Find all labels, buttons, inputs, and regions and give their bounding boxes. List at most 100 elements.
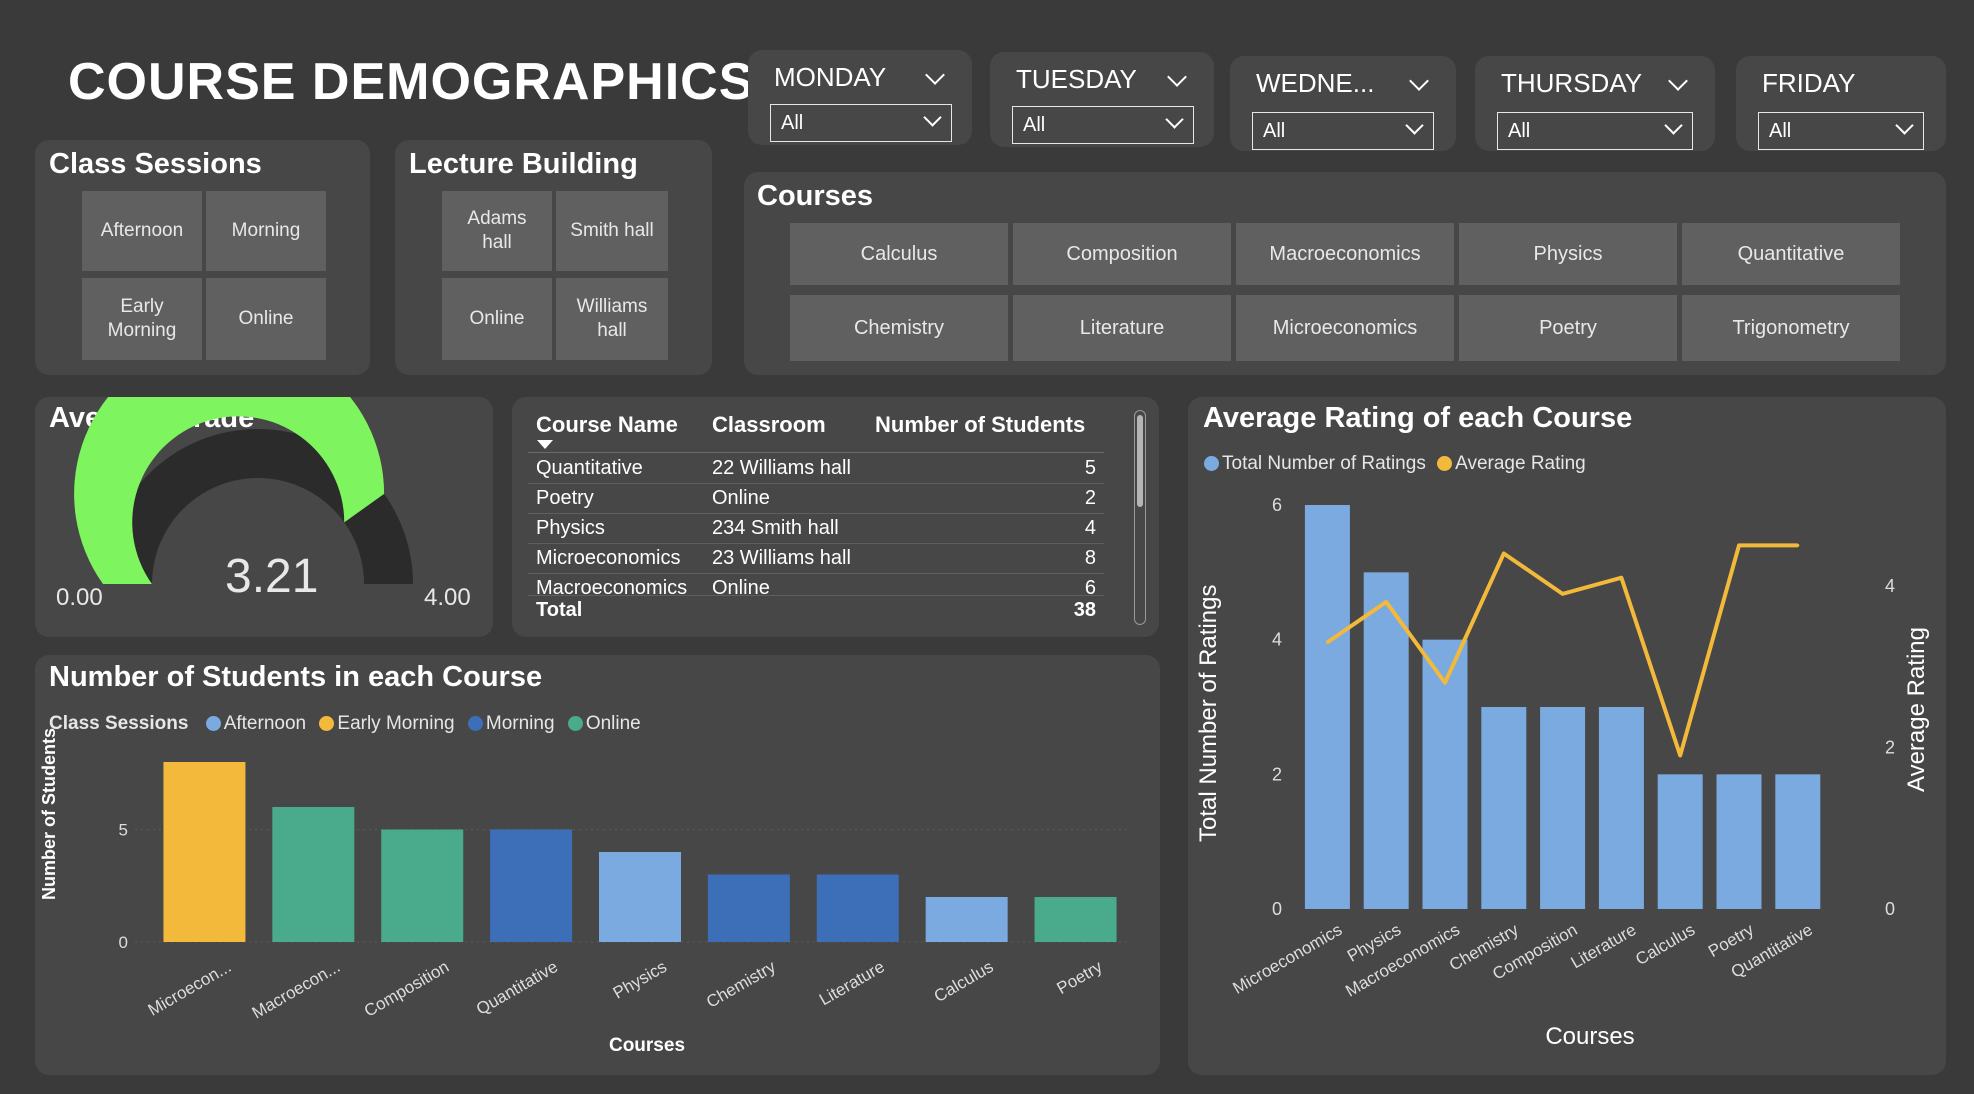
rating-point <box>1738 544 1741 547</box>
gauge-max-label: 4.00 <box>424 584 471 612</box>
chevron-down-icon <box>1664 116 1682 134</box>
rating-chart-card: Average Rating of each Course Total Numb… <box>1188 397 1946 1075</box>
course-tile-physics[interactable]: Physics <box>1459 223 1677 285</box>
rating-point <box>1444 681 1447 684</box>
column-header-course-name[interactable]: Course Name <box>536 412 678 438</box>
cell-students: 4 <box>1085 517 1096 540</box>
table-row[interactable]: Macroeconomics Online 6 <box>528 574 1104 596</box>
cell-course: Quantitative <box>536 457 643 480</box>
building-tile-smith-hall[interactable]: Smith hall <box>556 191 668 271</box>
slicer-friday[interactable]: FRIDAY All <box>1736 56 1946 151</box>
column-header-number-of-students[interactable]: Number of Students <box>875 412 1085 438</box>
rating-point <box>1796 544 1799 547</box>
course-tile-poetry[interactable]: Poetry <box>1459 295 1677 361</box>
cell-course: Poetry <box>536 487 594 510</box>
cell-students: 2 <box>1085 487 1096 510</box>
course-tile-macroeconomics[interactable]: Macroeconomics <box>1236 223 1454 285</box>
class-sessions-slicer: Class Sessions Afternoon Morning Early M… <box>35 140 370 375</box>
slicer-wednesday-dropdown[interactable]: All <box>1252 112 1434 150</box>
table-row[interactable]: Quantitative 22 Williams hall 5 <box>528 454 1104 484</box>
column-header-classroom[interactable]: Classroom <box>712 412 826 438</box>
bar <box>381 830 463 943</box>
x-tick-label: Microecon... <box>145 957 235 1020</box>
session-tile-morning[interactable]: Morning <box>206 191 326 271</box>
gauge-min-label: 0.00 <box>56 584 103 612</box>
course-tile-quantitative[interactable]: Quantitative <box>1682 223 1900 285</box>
x-axis-title: Courses <box>1545 1023 1634 1050</box>
table-row[interactable]: Poetry Online 2 <box>528 484 1104 514</box>
session-tile-early-morning[interactable]: Early Morning <box>82 278 202 360</box>
dropdown-value: All <box>1263 120 1285 143</box>
dropdown-value: All <box>1769 120 1791 143</box>
bar <box>1305 505 1350 909</box>
cell-course: Microeconomics <box>536 547 680 570</box>
table-row[interactable]: Microeconomics 23 Williams hall 8 <box>528 544 1104 574</box>
session-tile-online[interactable]: Online <box>206 278 326 360</box>
chevron-down-icon[interactable] <box>925 65 945 85</box>
cell-course: Macroeconomics <box>536 577 687 596</box>
chevron-down-icon <box>1405 116 1423 134</box>
bar <box>272 807 354 942</box>
course-tile-calculus[interactable]: Calculus <box>790 223 1008 285</box>
cell-classroom: Online <box>712 577 770 596</box>
slicer-tuesday[interactable]: TUESDAY All <box>990 52 1214 147</box>
slicer-tuesday-label: TUESDAY <box>1016 64 1137 95</box>
x-tick-label: Physics <box>610 957 670 1003</box>
course-tile-literature[interactable]: Literature <box>1013 295 1231 361</box>
y-axis-title: Total Number of Ratings <box>1195 585 1222 842</box>
session-tile-afternoon[interactable]: Afternoon <box>82 191 202 271</box>
y-axis-title: Number of Students <box>39 728 59 900</box>
course-tile-microeconomics[interactable]: Microeconomics <box>1236 295 1454 361</box>
x-tick-label: Macroecon... <box>249 957 344 1023</box>
lecture-building-title: Lecture Building <box>409 148 638 181</box>
page-title: COURSE DEMOGRAPHICS <box>68 52 754 112</box>
bar <box>1658 774 1703 909</box>
bar <box>926 897 1008 942</box>
x-tick-label: Calculus <box>931 957 997 1006</box>
slicer-thursday[interactable]: THURSDAY All <box>1475 56 1715 151</box>
sort-desc-icon[interactable] <box>537 440 553 449</box>
rating-point <box>1385 600 1388 603</box>
x-tick-label: Literature <box>816 957 888 1009</box>
x-tick-label: Calculus <box>1632 920 1698 969</box>
slicer-thursday-dropdown[interactable]: All <box>1497 112 1693 150</box>
y-tick-label: 0 <box>119 933 128 952</box>
average-grade-card: Average Grade 3.21 0.00 4.00 <box>35 397 493 637</box>
chevron-down-icon[interactable] <box>1668 71 1688 91</box>
chevron-down-icon <box>923 108 941 126</box>
y-tick-label: 0 <box>1272 899 1282 919</box>
slicer-monday-dropdown[interactable]: All <box>770 104 952 142</box>
building-tile-adams-hall[interactable]: Adams hall <box>442 191 552 271</box>
chevron-down-icon[interactable] <box>1409 71 1429 91</box>
course-tile-composition[interactable]: Composition <box>1013 223 1231 285</box>
y2-tick-label: 4 <box>1885 576 1895 596</box>
course-tile-chemistry[interactable]: Chemistry <box>790 295 1008 361</box>
slicer-thursday-label: THURSDAY <box>1501 68 1642 99</box>
x-tick-label: Poetry <box>1053 957 1105 998</box>
y-tick-label: 6 <box>1272 495 1282 515</box>
bar <box>1717 774 1762 909</box>
slicer-monday[interactable]: MONDAY All <box>748 50 972 145</box>
gauge-value: 3.21 <box>225 549 318 604</box>
table-scrollbar[interactable] <box>1134 410 1146 625</box>
slicer-wednesday[interactable]: WEDNE... All <box>1230 56 1456 151</box>
course-tile-trigonometry[interactable]: Trigonometry <box>1682 295 1900 361</box>
x-tick-label: Composition <box>361 957 452 1021</box>
courses-title: Courses <box>757 180 873 213</box>
y-tick-label: 5 <box>119 821 128 840</box>
rating-point <box>1502 552 1505 555</box>
cell-classroom: 234 Smith hall <box>712 517 839 540</box>
bar <box>1599 707 1644 909</box>
slicer-friday-label: FRIDAY <box>1762 68 1855 99</box>
dropdown-value: All <box>781 112 803 135</box>
slicer-tuesday-dropdown[interactable]: All <box>1012 106 1194 144</box>
table-scrollbar-thumb[interactable] <box>1137 415 1143 507</box>
dropdown-value: All <box>1023 114 1045 137</box>
table-row[interactable]: Physics 234 Smith hall 4 <box>528 514 1104 544</box>
building-tile-online[interactable]: Online <box>442 278 552 360</box>
bar <box>599 852 681 942</box>
slicer-wednesday-label: WEDNE... <box>1256 68 1374 99</box>
chevron-down-icon[interactable] <box>1167 67 1187 87</box>
slicer-friday-dropdown[interactable]: All <box>1758 112 1924 150</box>
building-tile-williams-hall[interactable]: Williams hall <box>556 278 668 360</box>
